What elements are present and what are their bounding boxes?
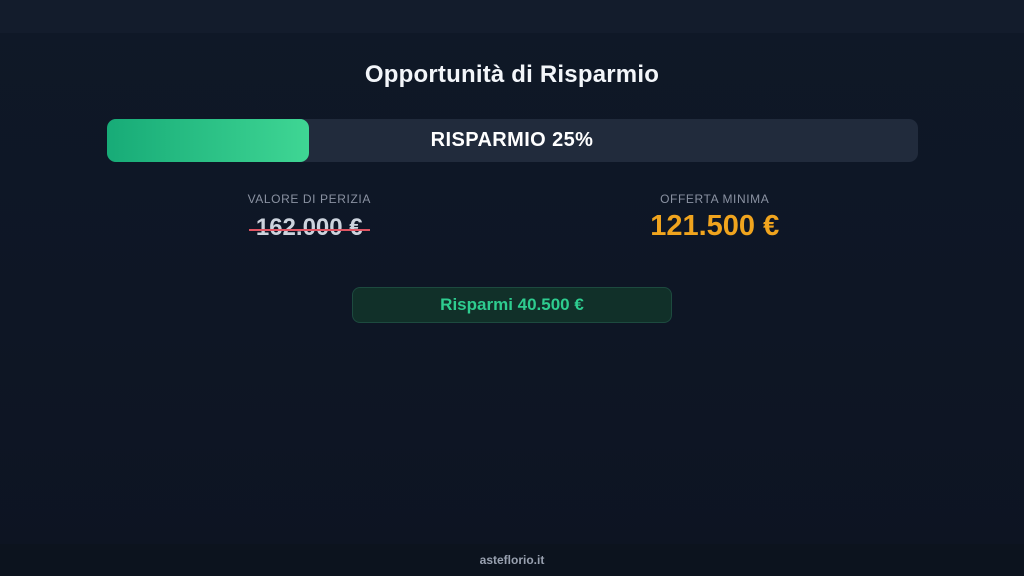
appraisal-label: VALORE DI PERIZIA bbox=[247, 192, 371, 206]
savings-badge: Risparmi 40.500 € bbox=[352, 287, 672, 323]
appraisal-amount: 162.000 € bbox=[248, 214, 370, 241]
page-title: Opportunità di Risparmio bbox=[364, 61, 660, 88]
progress-label: RISPARMIO 25% bbox=[430, 129, 594, 151]
footer-site-name: asteflorio.it bbox=[479, 553, 545, 567]
footer: asteflorio.it bbox=[0, 544, 1024, 576]
progress-fill bbox=[106, 119, 310, 162]
minimum-offer-amount: 121.500 € bbox=[650, 210, 780, 242]
top-strip bbox=[0, 0, 1024, 33]
values-row: VALORE DI PERIZIA 162.000 € OFFERTA MINI… bbox=[107, 192, 918, 243]
appraisal-value-column: VALORE DI PERIZIA 162.000 € bbox=[107, 192, 513, 243]
savings-progress-bar: RISPARMIO 25% bbox=[106, 119, 918, 162]
minimum-offer-column: OFFERTA MINIMA 121.500 € bbox=[512, 192, 918, 243]
minimum-offer-label: OFFERTA MINIMA bbox=[660, 192, 770, 206]
savings-section: Opportunità di Risparmio RISPARMIO 25% V… bbox=[106, 61, 918, 323]
